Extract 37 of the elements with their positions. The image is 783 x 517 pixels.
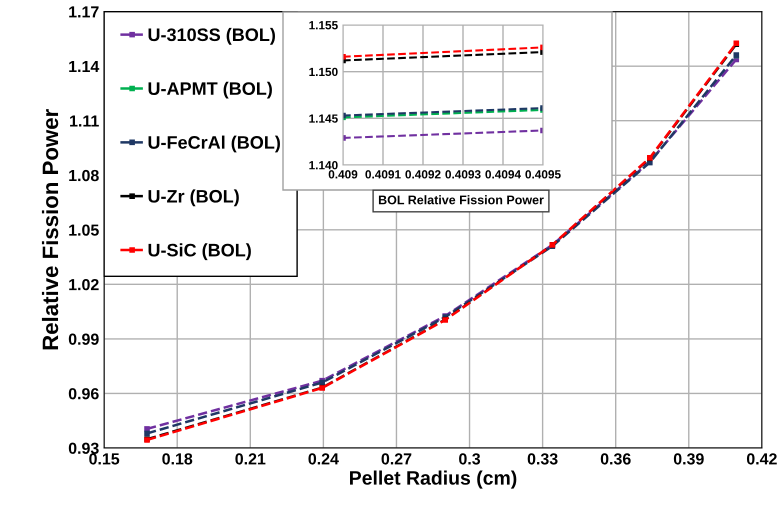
legend-label: U-FeCrAl (BOL) [148,136,280,152]
x-tick-label: 0.4092 [405,170,441,179]
y-axis-title: Relative Fission Power [42,109,58,350]
y-tick-label: 1.150 [309,68,338,76]
x-tick-label: 0.409 [328,170,358,179]
y-tick-label: 1.155 [309,21,338,30]
y-tick-label: 0.93 [68,442,99,454]
y-tick-label: 1.02 [69,278,99,290]
x-tick-label: 0.3 [459,453,480,465]
y-tick-label: 1.11 [70,116,99,127]
y-tick-label: 1.05 [69,224,99,236]
x-tick-label: 0.27 [382,453,412,465]
x-tick-label: 0.39 [674,453,704,465]
legend-label: U-Zr (BOL) [148,189,239,206]
x-tick-label: 0.4094 [485,170,521,179]
y-tick-label: 0.96 [68,388,99,400]
x-tick-label: 0.24 [308,453,339,465]
x-tick-label: 0.4095 [525,170,561,179]
x-tick-label: 0.33 [528,453,558,465]
x-tick-label: 0.15 [89,453,120,465]
x-axis-title: Pellet Radius (cm) [350,470,516,489]
x-tick-label: 0.18 [162,453,192,465]
y-tick-label: 1.08 [69,170,99,182]
y-tick-label: 1.17 [69,6,99,18]
y-tick-label: 0.99 [68,334,99,345]
y-tick-label: 1.14 [69,60,100,72]
text: BOL Relative Fission Power [378,195,544,204]
x-tick-label: 0.42 [746,453,777,465]
x-tick-label: 0.4093 [445,170,481,179]
y-tick-label: 1.145 [309,114,338,123]
legend-label: U-APMT (BOL) [148,82,272,99]
x-tick-label: 0.21 [235,453,266,465]
x-tick-label: 0.36 [600,453,631,465]
x-tick-label: 0.4091 [365,170,401,179]
legend-label: U-SiC (BOL) [148,243,251,260]
legend-label: U-310SS (BOL) [148,28,275,45]
y-tick-label: 1.140 [309,161,338,170]
